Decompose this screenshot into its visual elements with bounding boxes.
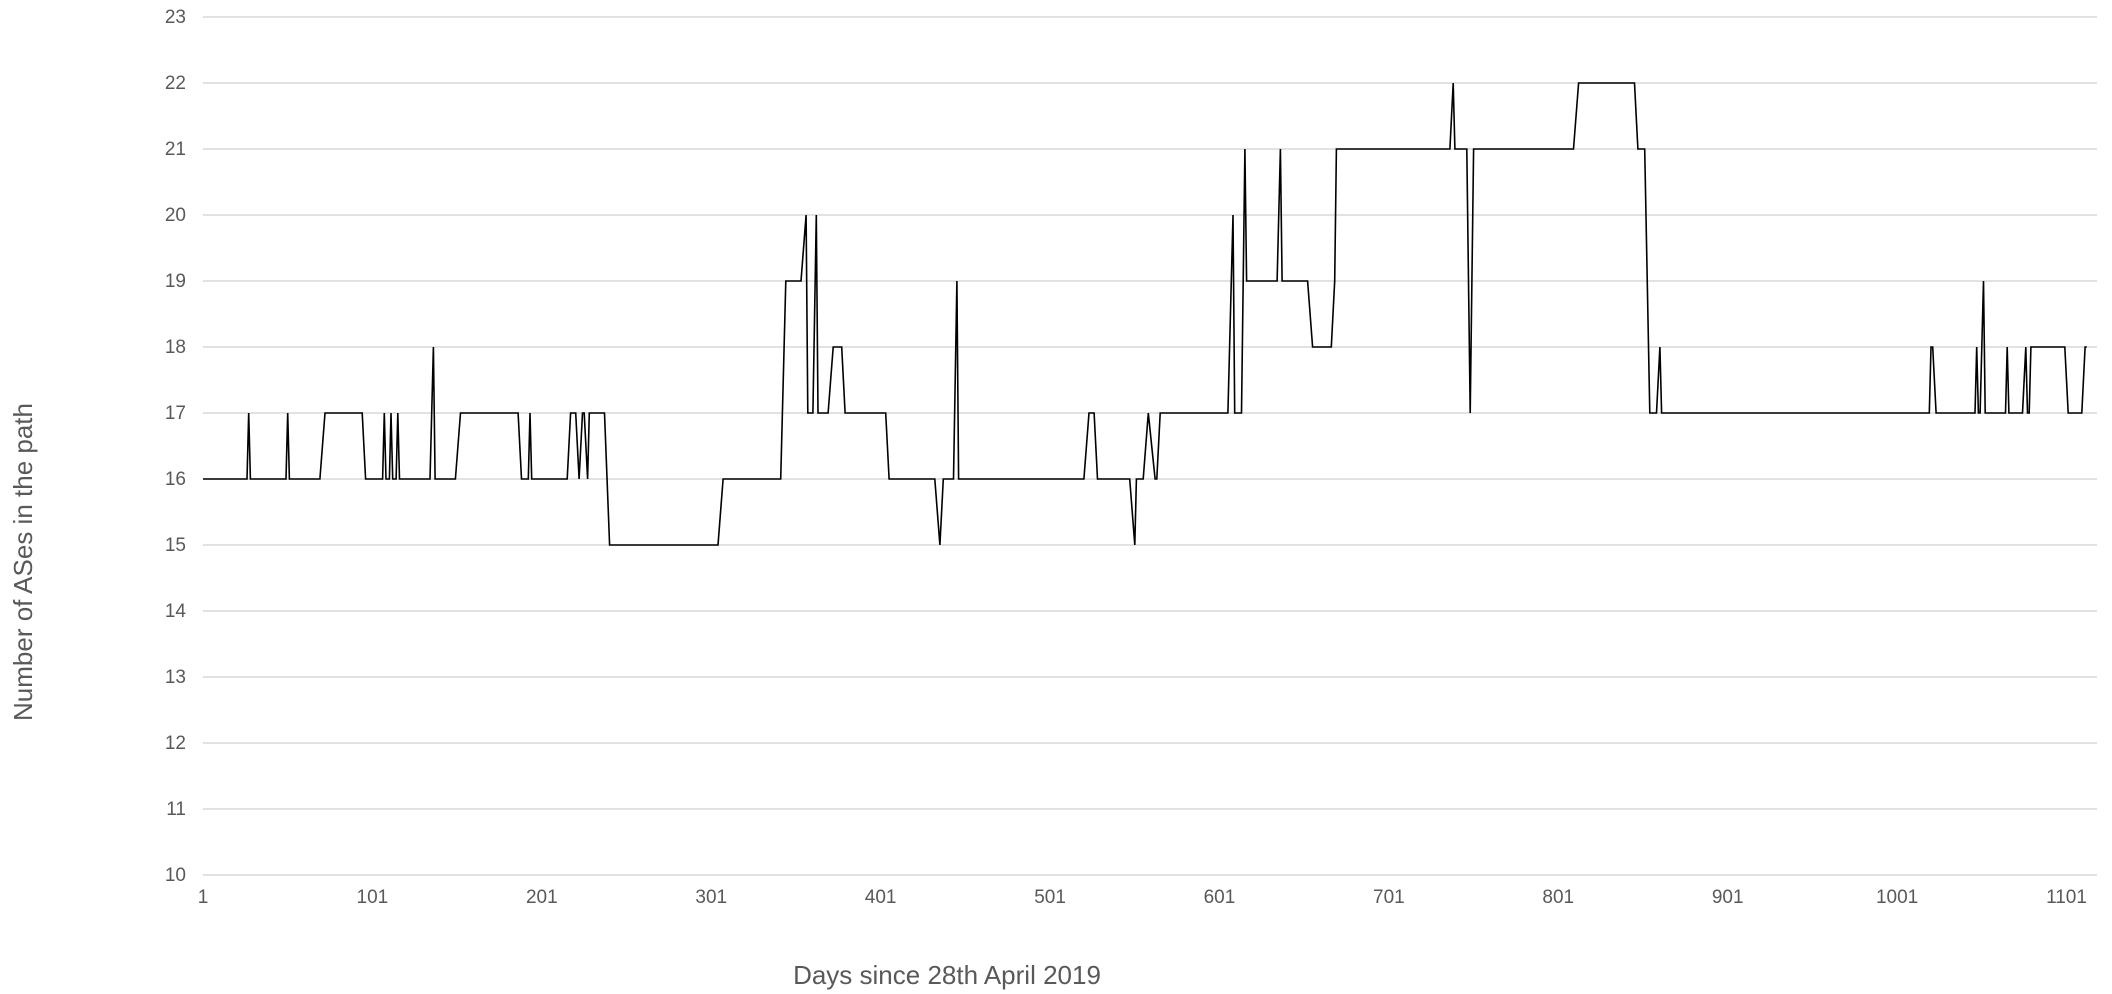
y-tick-label: 16: [165, 469, 186, 490]
y-tick-label: 11: [166, 799, 186, 820]
x-tick-label: 201: [526, 887, 558, 908]
y-tick-label: 18: [165, 337, 186, 358]
x-tick-label: 101: [357, 887, 389, 908]
x-tick-label: 401: [865, 887, 897, 908]
x-tick-label: 601: [1204, 887, 1236, 908]
x-tick-label: 901: [1712, 887, 1744, 908]
x-tick-label: 501: [1034, 887, 1066, 908]
y-tick-label: 19: [165, 271, 186, 292]
x-axis-title: Days since 28th April 2019: [793, 960, 1101, 990]
y-tick-label: 12: [165, 733, 186, 754]
y-tick-label: 15: [165, 535, 186, 556]
gridlines: [203, 16, 2097, 876]
x-tick-label: 1: [198, 887, 209, 908]
x-tick-label: 1101: [2046, 887, 2087, 908]
y-tick-label: 10: [165, 865, 186, 886]
y-tick-label: 22: [165, 73, 186, 94]
x-tick-label: 1001: [1876, 887, 1918, 908]
x-tick-label: 701: [1373, 887, 1405, 908]
y-tick-label: 13: [165, 667, 186, 688]
y-tick-label: 21: [165, 139, 186, 160]
y-tick-label: 23: [165, 7, 186, 28]
y-tick-label: 17: [165, 403, 186, 424]
x-tick-label: 801: [1542, 887, 1574, 908]
y-axis-title: Number of ASes in the path: [8, 403, 38, 721]
series-layer: [203, 82, 2087, 546]
x-tick-label: 301: [695, 887, 727, 908]
y-tick-label: 20: [165, 205, 186, 226]
x-axis-tick-labels: 1 101 201 301 401 501 601 701 801 901 1001 1101: [198, 887, 2087, 908]
series-line-0: [203, 82, 2087, 546]
y-axis-tick-labels: 10 11 12 13 14 15 16 17 18 19 20 21 22 23: [165, 7, 187, 886]
y-tick-label: 14: [165, 601, 187, 622]
